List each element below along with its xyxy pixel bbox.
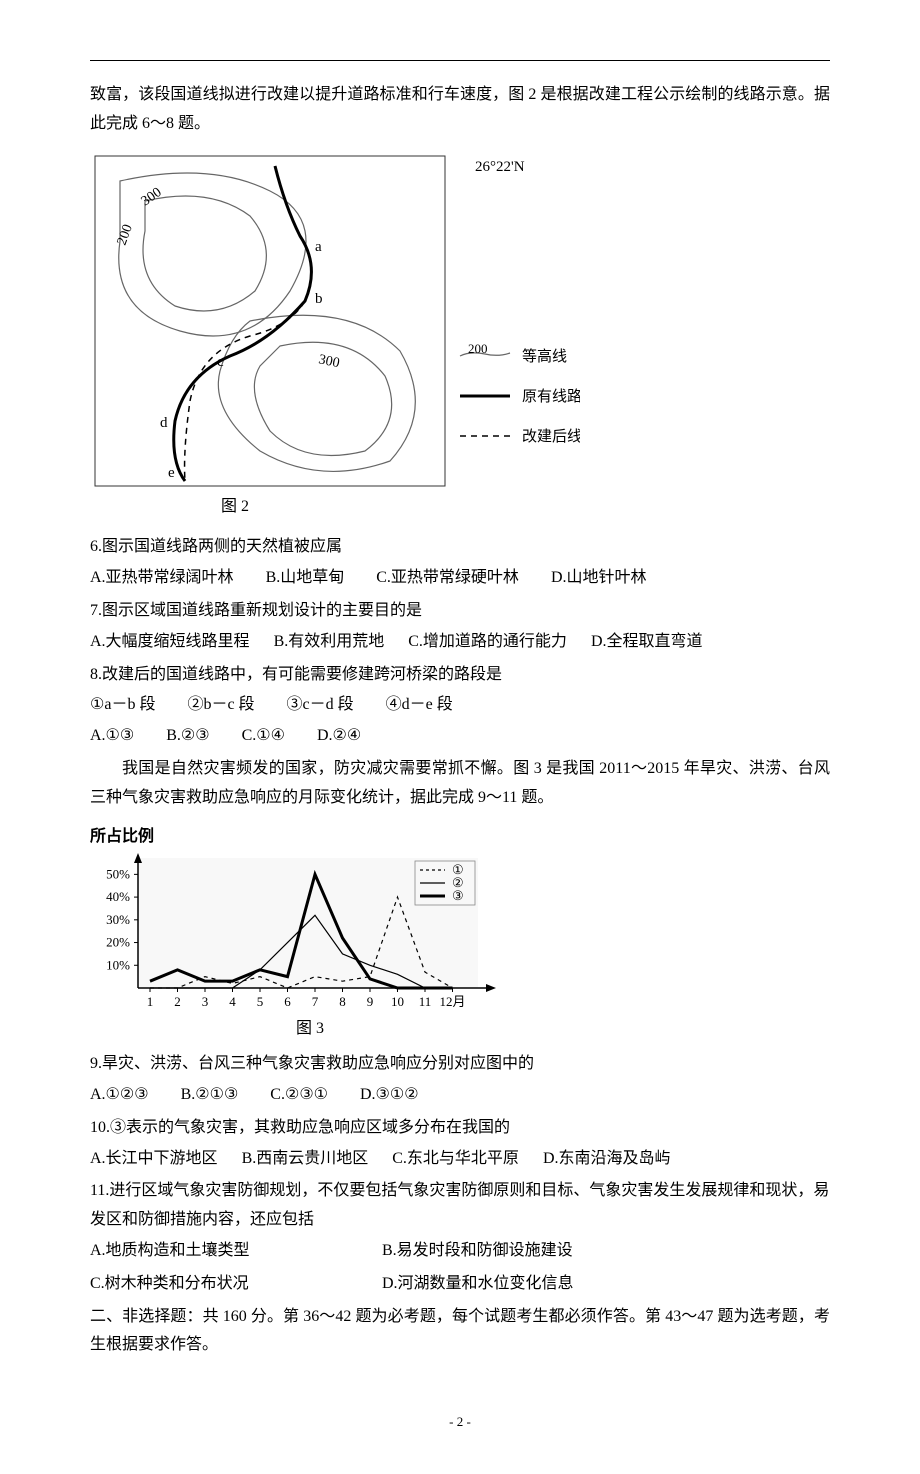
contour-label: 300	[317, 352, 341, 371]
q9-opt-c: C.②③①	[270, 1081, 328, 1110]
q6-stem: 6.图示国道线路两侧的天然植被应属	[90, 533, 830, 562]
point-e: e	[168, 465, 175, 481]
q9-opt-d: D.③①②	[360, 1081, 419, 1110]
page-number: - 2 -	[90, 1410, 830, 1433]
q7-stem: 7.图示区域国道线路重新规划设计的主要目的是	[90, 597, 830, 626]
svg-text:30%: 30%	[106, 912, 130, 927]
point-a: a	[315, 239, 322, 255]
figure-3-svg: 10%20%30%40%50% 123456789101112月 ① ② ③	[90, 853, 530, 1013]
svg-text:5: 5	[257, 994, 264, 1009]
legend-contour-val: 200	[468, 341, 488, 356]
q11-options-row1: A.地质构造和土壤类型 B.易发时段和防御设施建设	[90, 1237, 830, 1266]
svg-text:7: 7	[312, 994, 319, 1009]
q7-opt-c: C.增加道路的通行能力	[408, 628, 567, 657]
q9-opt-b: B.②①③	[181, 1081, 239, 1110]
figure-3: 10%20%30%40%50% 123456789101112月 ① ② ③	[90, 853, 530, 1013]
q10-opt-a: A.长江中下游地区	[90, 1145, 218, 1174]
q7-opt-b: B.有效利用荒地	[274, 628, 385, 657]
q6-opt-d: D.山地针叶林	[551, 564, 647, 593]
lat-label: 26°22'N	[475, 159, 525, 175]
legend-contour: 等高线	[522, 347, 567, 365]
svg-text:3: 3	[202, 994, 209, 1009]
svg-text:20%: 20%	[106, 935, 130, 950]
q6-opt-b: B.山地草甸	[266, 564, 345, 593]
contour-label: 300	[139, 185, 165, 209]
page-content: 致富，该段国道线拟进行改建以提升道路标准和行车速度，图 2 是根据改建工程公示绘…	[0, 0, 920, 1474]
q11-options-row2: C.树木种类和分布状况 D.河湖数量和水位变化信息	[90, 1270, 830, 1299]
q10-opt-c: C.东北与华北平原	[392, 1145, 519, 1174]
chart-y-title: 所占比例	[90, 823, 830, 852]
svg-text:4: 4	[229, 994, 236, 1009]
q11-opt-c: C.树木种类和分布状况	[90, 1270, 350, 1299]
q11-stem: 11.进行区域气象灾害防御规划，不仅要包括气象灾害防御原则和目标、气象灾害发生发…	[90, 1177, 830, 1235]
figure-3-caption: 图 3	[90, 1015, 530, 1044]
svg-text:10%: 10%	[106, 958, 130, 973]
section-2-heading: 二、非选择题：共 160 分。第 36～42 题为必考题，每个试题考生都必须作答…	[90, 1303, 830, 1361]
q6-opt-c: C.亚热带常绿硬叶林	[376, 564, 519, 593]
q10-stem: 10.③表示的气象灾害，其救助应急响应区域多分布在我国的	[90, 1114, 830, 1143]
svg-text:40%: 40%	[106, 889, 130, 904]
legend-3: ③	[452, 888, 464, 903]
q9-options: A.①②③ B.②①③ C.②③① D.③①②	[90, 1081, 830, 1110]
q9-opt-a: A.①②③	[90, 1081, 149, 1110]
q6-opt-a: A.亚热带常绿阔叶林	[90, 564, 234, 593]
q10-opt-d: D.东南沿海及岛屿	[543, 1145, 671, 1174]
svg-text:11: 11	[419, 994, 432, 1009]
figure-2-container: 26°22'N 115°06'E 300 200 300 a b c	[90, 151, 830, 522]
q8-stem: 8.改建后的国道线路中，有可能需要修建跨河桥梁的路段是	[90, 661, 830, 690]
q6-options: A.亚热带常绿阔叶林 B.山地草甸 C.亚热带常绿硬叶林 D.山地针叶林	[90, 564, 830, 593]
q11-opt-d: D.河湖数量和水位变化信息	[382, 1270, 574, 1299]
figure-2-svg: 26°22'N 115°06'E 300 200 300 a b c	[90, 151, 580, 491]
legend-original: 原有线路	[522, 388, 580, 405]
q7-opt-d: D.全程取直弯道	[591, 628, 703, 657]
top-rule	[90, 60, 830, 61]
svg-text:2: 2	[174, 994, 181, 1009]
q10-opt-b: B.西南云贵川地区	[242, 1145, 369, 1174]
svg-text:1: 1	[147, 994, 154, 1009]
intro-paragraph-2: 我国是自然灾害频发的国家，防灾减灾需要常抓不懈。图 3 是我国 2011～201…	[90, 755, 830, 813]
svg-text:10: 10	[391, 994, 404, 1009]
legend-rebuilt: 改建后线路	[522, 428, 580, 445]
point-b: b	[315, 291, 323, 307]
q10-options: A.长江中下游地区 B.西南云贵川地区 C.东北与华北平原 D.东南沿海及岛屿	[90, 1145, 830, 1174]
svg-text:9: 9	[367, 994, 374, 1009]
svg-text:6: 6	[284, 994, 291, 1009]
svg-text:50%: 50%	[106, 867, 130, 882]
q11-opt-a: A.地质构造和土壤类型	[90, 1237, 350, 1266]
svg-text:12月: 12月	[439, 994, 465, 1009]
q7-options: A.大幅度缩短线路里程 B.有效利用荒地 C.增加道路的通行能力 D.全程取直弯…	[90, 628, 830, 657]
contour-label: 200	[115, 222, 136, 247]
q8-opt-d: D.②④	[317, 722, 361, 751]
svg-text:8: 8	[339, 994, 346, 1009]
q8-opt-c: C.①④	[242, 722, 285, 751]
figure-2: 26°22'N 115°06'E 300 200 300 a b c	[90, 151, 580, 491]
point-d: d	[160, 415, 168, 431]
q8-sub: ①a－b 段 ②b－c 段 ③c－d 段 ④d－e 段	[90, 691, 830, 720]
q9-stem: 9.旱灾、洪涝、台风三种气象灾害救助应急响应分别对应图中的	[90, 1050, 830, 1079]
q7-opt-a: A.大幅度缩短线路里程	[90, 628, 250, 657]
q11-opt-b: B.易发时段和防御设施建设	[382, 1237, 573, 1266]
q8-options: A.①③ B.②③ C.①④ D.②④	[90, 722, 830, 751]
figure-2-caption: 图 2	[135, 493, 335, 522]
q8-opt-b: B.②③	[166, 722, 209, 751]
intro-paragraph-1: 致富，该段国道线拟进行改建以提升道路标准和行车速度，图 2 是根据改建工程公示绘…	[90, 81, 830, 139]
q8-opt-a: A.①③	[90, 722, 134, 751]
point-c: c	[217, 354, 224, 370]
